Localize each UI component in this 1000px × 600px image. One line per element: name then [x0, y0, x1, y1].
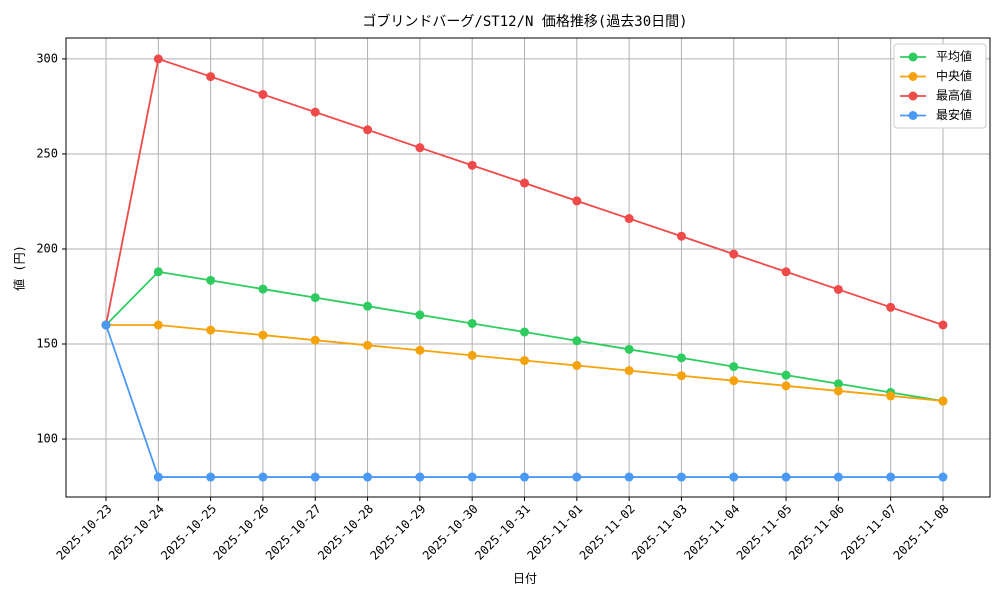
point — [729, 472, 739, 482]
legend-marker — [908, 111, 918, 120]
point — [520, 178, 529, 188]
point — [310, 472, 320, 482]
point — [258, 472, 268, 482]
legend-label: 平均値 — [936, 49, 972, 64]
point — [729, 249, 739, 259]
legend-label: 中央値 — [936, 68, 972, 83]
point — [624, 214, 634, 224]
point — [781, 472, 791, 482]
point — [520, 356, 529, 366]
point — [206, 275, 216, 285]
point — [676, 472, 686, 482]
plot-frame — [65, 37, 991, 498]
point — [415, 472, 425, 482]
point — [833, 386, 843, 396]
point — [153, 472, 163, 482]
point — [206, 325, 216, 335]
legend-marker — [908, 91, 918, 101]
point — [363, 340, 373, 350]
point — [467, 472, 477, 482]
point — [886, 302, 896, 312]
point — [153, 267, 163, 277]
point — [572, 196, 582, 206]
point — [520, 472, 529, 482]
point — [153, 54, 163, 64]
point — [572, 336, 582, 346]
point — [206, 472, 216, 482]
legend-label: 最安値 — [936, 107, 972, 122]
legend-marker — [908, 72, 918, 81]
point — [467, 318, 477, 328]
point — [363, 472, 373, 482]
x-tick-label: 2025-11-08 — [891, 502, 952, 563]
point — [938, 320, 948, 330]
point — [624, 472, 634, 482]
point — [310, 107, 320, 117]
point — [729, 376, 739, 386]
point — [520, 327, 529, 337]
point — [624, 366, 634, 376]
point — [258, 89, 268, 99]
point — [258, 330, 268, 340]
point — [310, 293, 320, 303]
point — [206, 72, 216, 82]
y-tick-label: 100 — [36, 432, 58, 446]
x-axis-label: 日付 — [513, 572, 537, 586]
point — [833, 379, 843, 389]
y-tick-label: 300 — [36, 51, 58, 65]
y-axis-label: 値 (円) — [12, 245, 27, 291]
point — [467, 350, 477, 360]
point — [415, 310, 425, 320]
chart-title: ゴブリンドバーグ/ST12/N 価格推移(過去30日間) — [362, 13, 687, 30]
y-tick-label: 200 — [36, 241, 58, 255]
legend-label: 最高値 — [936, 88, 972, 103]
point — [938, 472, 948, 482]
legend-box — [893, 43, 987, 129]
point — [938, 396, 948, 406]
point — [624, 344, 634, 354]
point — [676, 231, 686, 241]
y-tick-label: 150 — [36, 337, 58, 351]
y-tick-label: 250 — [36, 146, 58, 160]
point — [572, 360, 582, 370]
point — [781, 381, 791, 391]
point — [153, 320, 163, 330]
point — [363, 125, 373, 135]
point — [833, 472, 843, 482]
point — [676, 371, 686, 381]
legend-marker — [908, 52, 918, 62]
point — [415, 143, 425, 153]
point — [886, 472, 896, 482]
point — [415, 345, 425, 355]
point — [258, 284, 268, 294]
point — [676, 353, 686, 363]
point — [310, 335, 320, 345]
point — [886, 391, 896, 401]
point — [729, 362, 739, 372]
point — [781, 370, 791, 380]
point — [467, 160, 477, 170]
point — [101, 320, 111, 330]
point — [833, 284, 843, 294]
point — [363, 301, 373, 311]
point — [781, 267, 791, 277]
point — [572, 472, 582, 482]
